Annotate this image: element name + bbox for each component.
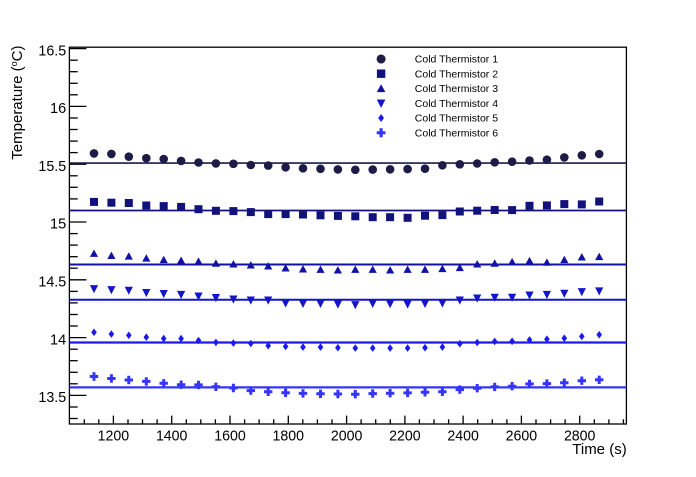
svg-text:Cold Thermistor 1: Cold Thermistor 1 bbox=[415, 54, 498, 66]
svg-text:15: 15 bbox=[50, 216, 66, 233]
svg-text:15.5: 15.5 bbox=[38, 158, 66, 175]
svg-text:13.5: 13.5 bbox=[38, 389, 66, 406]
svg-text:14.5: 14.5 bbox=[38, 274, 66, 291]
svg-text:Cold Thermistor 3: Cold Thermistor 3 bbox=[415, 83, 498, 95]
svg-text:2200: 2200 bbox=[389, 428, 421, 445]
svg-text:2400: 2400 bbox=[447, 428, 479, 445]
svg-text:2600: 2600 bbox=[506, 428, 538, 445]
svg-text:16: 16 bbox=[50, 100, 66, 117]
svg-text:1800: 1800 bbox=[273, 428, 305, 445]
svg-text:1600: 1600 bbox=[214, 428, 246, 445]
svg-text:Cold Thermistor 4: Cold Thermistor 4 bbox=[415, 98, 498, 110]
svg-text:Temperature (oC): Temperature (oC) bbox=[9, 45, 26, 159]
svg-text:14: 14 bbox=[50, 331, 66, 348]
svg-text:Time (s): Time (s) bbox=[572, 441, 626, 458]
svg-text:Cold Thermistor 2: Cold Thermistor 2 bbox=[415, 68, 498, 80]
svg-text:16.5: 16.5 bbox=[38, 42, 66, 59]
svg-text:1200: 1200 bbox=[98, 428, 130, 445]
svg-text:2800: 2800 bbox=[564, 428, 596, 445]
svg-text:Cold Thermistor 5: Cold Thermistor 5 bbox=[415, 113, 498, 125]
svg-text:2000: 2000 bbox=[331, 428, 363, 445]
svg-text:Cold Thermistor 6: Cold Thermistor 6 bbox=[415, 127, 498, 139]
svg-text:1400: 1400 bbox=[156, 428, 188, 445]
